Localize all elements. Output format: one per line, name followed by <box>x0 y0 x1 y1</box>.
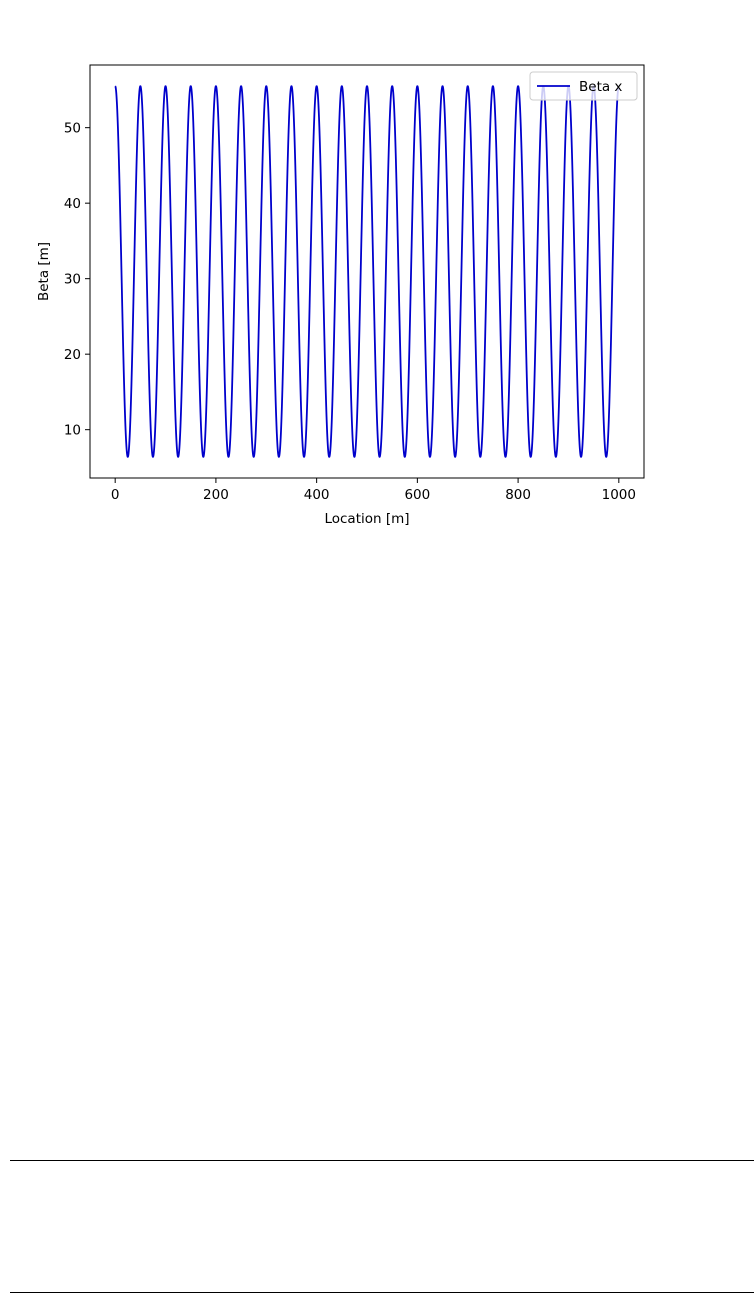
y-tick-label: 40 <box>64 196 81 212</box>
series-line-beta-x <box>114 85 620 458</box>
y-tick-label: 10 <box>64 423 81 439</box>
axes-frame <box>89 64 645 479</box>
x-tick-label: 800 <box>505 487 531 503</box>
x-tick-label: 1000 <box>602 487 636 503</box>
y-tick-label: 20 <box>64 347 81 363</box>
plot-area <box>89 64 645 479</box>
x-tick-label: 600 <box>404 487 430 503</box>
y-axis-ticks: 10 20 30 40 50 <box>64 121 90 439</box>
y-tick-label: 50 <box>64 121 81 137</box>
beta-chart: 0 200 400 600 800 1000 10 20 30 40 50 Location [m… <box>36 64 645 527</box>
y-axis-label: Beta [m] <box>36 242 52 301</box>
x-axis-ticks: 0 200 400 600 800 1000 <box>111 478 636 503</box>
x-tick-label: 400 <box>304 487 330 503</box>
legend: Beta x <box>529 71 638 101</box>
legend-box <box>529 71 638 101</box>
footer-divider-top <box>10 1160 754 1161</box>
x-axis-label: Location [m] <box>324 511 409 527</box>
x-tick-label: 0 <box>111 487 120 503</box>
legend-label: Beta x <box>579 79 622 95</box>
x-tick-label: 200 <box>203 487 229 503</box>
y-tick-label: 30 <box>64 272 81 288</box>
